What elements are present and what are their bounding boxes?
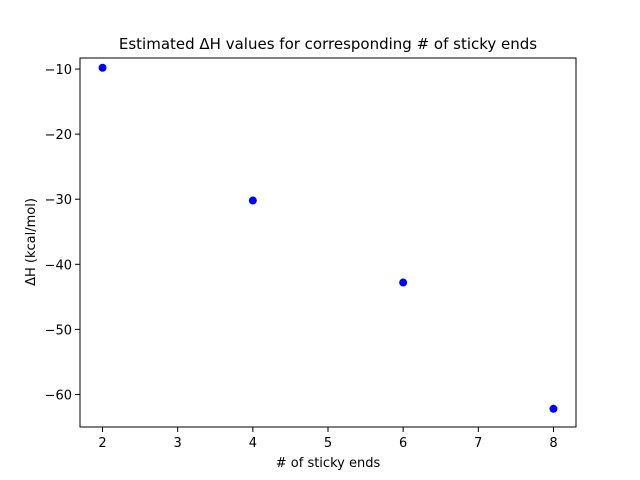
- x-tick-label: 8: [549, 436, 557, 451]
- y-axis-ticks: −10 −20 −30 −40 −50 −60: [45, 63, 80, 403]
- data-point: [248, 196, 257, 205]
- x-tick-label: 5: [324, 436, 332, 451]
- y-tick-label: −10: [45, 63, 72, 78]
- y-tick-label: −20: [45, 128, 72, 143]
- x-tick-label: 3: [174, 436, 182, 451]
- data-point: [98, 63, 107, 72]
- y-tick-label: −50: [45, 323, 72, 338]
- y-tick-label: −60: [45, 388, 72, 403]
- data-points: [98, 63, 558, 413]
- y-axis-title: ΔH (kcal/mol): [24, 198, 39, 286]
- x-tick-label: 6: [399, 436, 407, 451]
- y-tick-label: −40: [45, 258, 72, 273]
- x-tick-label: 4: [249, 436, 257, 451]
- x-axis-ticks: 2 3 4 5 6 7 8: [98, 427, 558, 451]
- y-tick-label: −30: [45, 193, 72, 208]
- x-axis-title: # of sticky ends: [276, 456, 381, 471]
- data-point: [549, 404, 558, 413]
- x-tick-label: 7: [474, 436, 482, 451]
- chart-title: Estimated ΔH values for corresponding # …: [119, 35, 537, 53]
- data-point: [399, 278, 408, 287]
- x-tick-label: 2: [98, 436, 106, 451]
